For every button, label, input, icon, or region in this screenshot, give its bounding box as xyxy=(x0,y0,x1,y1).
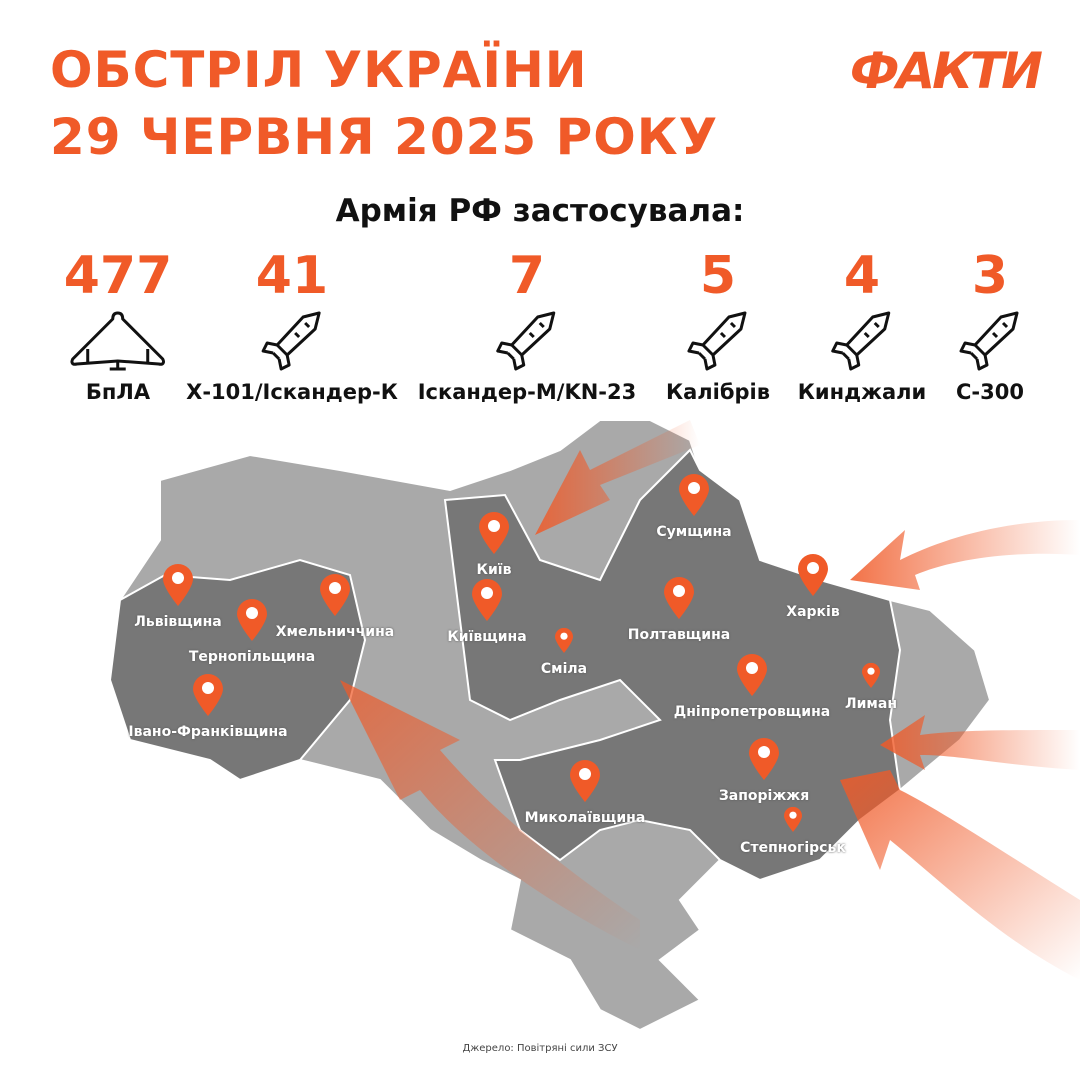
missile-icon xyxy=(186,304,398,376)
location-label: Миколаївщина xyxy=(524,810,646,826)
weapon-0: 477 БпЛА xyxy=(64,250,173,404)
weapon-label: БпЛА xyxy=(85,380,151,404)
weapon-count: 4 xyxy=(843,246,881,306)
location-pin-icon xyxy=(862,662,880,692)
weapon-3: 5 Калібрів xyxy=(666,250,770,404)
location-label: Львівщина xyxy=(134,614,222,630)
weapon-count: 3 xyxy=(971,246,1009,306)
attack-arrow xyxy=(840,770,1080,980)
location-pin-icon xyxy=(163,564,193,610)
attack-arrow xyxy=(850,520,1080,590)
location-label: Степногірськ xyxy=(740,840,846,856)
location-pin-icon xyxy=(679,474,709,520)
weapon-count: 477 xyxy=(63,246,173,306)
location-pin-icon xyxy=(479,512,509,558)
weapon-label: Х-101/Іскандер-К xyxy=(186,380,398,404)
attack-arrow xyxy=(340,680,640,950)
subtitle: Армія РФ застосувала: xyxy=(335,193,745,229)
ukraine-map xyxy=(108,419,1080,1032)
weapon-5: 3 С-300 xyxy=(956,250,1024,404)
location-label: Київщина xyxy=(447,629,527,645)
location-pin-icon xyxy=(472,579,502,625)
attack-arrow xyxy=(535,420,700,535)
weapon-label: С-300 xyxy=(956,380,1024,404)
location-pin-icon xyxy=(784,806,802,836)
title-line-2: 29 ЧЕРВНЯ 2025 РОКУ xyxy=(50,108,719,166)
location-pin-icon xyxy=(193,674,223,720)
location-label: Дніпропетровщина xyxy=(673,704,831,720)
weapon-label: Кинджали xyxy=(797,380,927,404)
location-pin-icon xyxy=(737,654,767,700)
weapon-count: 5 xyxy=(699,246,737,306)
location-pin-icon xyxy=(237,599,267,645)
location-label: Сміла xyxy=(540,661,588,677)
title-line-1: ОБСТРІЛ УКРАЇНИ xyxy=(50,41,588,99)
location-label: Івано-Франківщина xyxy=(128,724,288,740)
attack-arrow xyxy=(880,715,1080,770)
weapon-count: 7 xyxy=(508,246,546,306)
weapon-label: Іскандер-М/KN-23 xyxy=(417,380,637,404)
location-label: Полтавщина xyxy=(627,627,731,643)
missile-icon xyxy=(666,304,770,376)
location-label: Сумщина xyxy=(656,524,732,540)
location-pin-icon xyxy=(749,738,779,784)
missile-icon xyxy=(798,304,927,376)
location-pin-icon xyxy=(664,577,694,623)
missile-icon xyxy=(956,304,1024,376)
source-note: Джерело: Повітряні сили ЗСУ xyxy=(462,1043,618,1054)
location-label: Запоріжжя xyxy=(718,788,810,804)
location-label: Київ xyxy=(476,562,512,578)
drone-icon xyxy=(64,304,173,376)
weapon-count: 41 xyxy=(255,246,329,306)
location-label: Лиман xyxy=(844,696,898,712)
weapon-4: 4 Кинджали xyxy=(798,250,927,404)
location-label: Харків xyxy=(786,604,840,620)
location-pin-icon xyxy=(570,760,600,806)
location-label: Хмельниччина xyxy=(275,624,395,640)
location-pin-icon xyxy=(798,554,828,600)
weapon-2: 7 Іскандер-М/KN-23 xyxy=(418,250,637,404)
weapon-1: 41 Х-101/Іскандер-К xyxy=(186,250,398,404)
location-pin-icon xyxy=(555,627,573,657)
weapon-label: Калібрів xyxy=(665,380,771,404)
missile-icon xyxy=(418,304,637,376)
location-label: Тернопільщина xyxy=(188,649,316,665)
location-pin-icon xyxy=(320,574,350,620)
logo: ФАКТИ xyxy=(849,42,1043,100)
